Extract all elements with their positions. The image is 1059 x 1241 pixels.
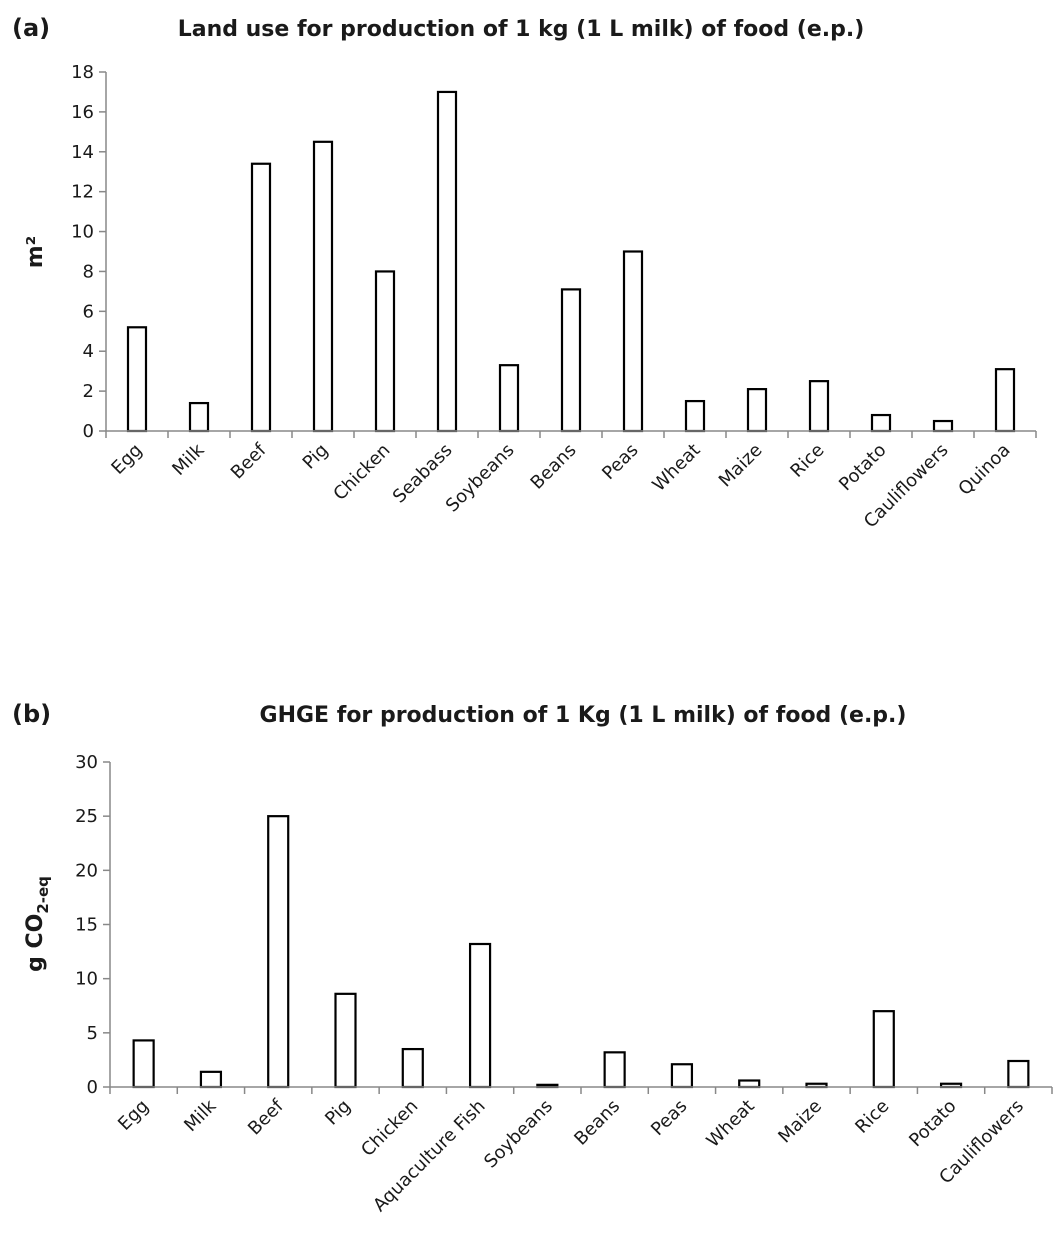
b-ytick-label-4: 20 <box>75 860 98 881</box>
a-ytick-label-1: 2 <box>83 381 94 402</box>
a-category-label-milk: Milk <box>168 439 209 480</box>
b-category-label-potato: Potato <box>905 1096 960 1151</box>
a-ytick-label-2: 4 <box>83 341 94 362</box>
a-category-label-wheat: Wheat <box>648 440 704 496</box>
b-category-label-egg: Egg <box>114 1096 153 1135</box>
b-category-label-beef: Beef <box>244 1095 288 1139</box>
b-bar-milk <box>199 1070 223 1089</box>
b-category-label-wheat: Wheat <box>703 1096 759 1152</box>
a-category-label-beans: Beans <box>527 440 581 494</box>
panel-a-axes <box>105 72 1036 432</box>
panel-b-y-axis-label: g CO2-eq <box>23 876 52 972</box>
a-bar-rice <box>808 380 830 433</box>
b-bar-peas <box>670 1063 694 1089</box>
b-ytick-label-1: 5 <box>87 1023 98 1044</box>
b-category-label-chicken: Chicken <box>357 1096 422 1161</box>
a-bar-peas <box>622 250 644 433</box>
panel-b-y-axis-label-subscript: 2-eq <box>34 876 52 914</box>
a-ytick-label-0: 0 <box>83 421 94 442</box>
b-category-label-peas: Peas <box>647 1096 691 1140</box>
panel-b-label: (b) <box>12 700 51 728</box>
b-category-label-milk: Milk <box>180 1095 221 1136</box>
b-bar-chicken <box>401 1047 424 1089</box>
a-bar-wheat <box>684 399 706 433</box>
a-category-label-maize: Maize <box>715 440 767 492</box>
a-bar-seabass <box>436 90 458 433</box>
panel-a-bars <box>126 90 1016 433</box>
a-category-label-rice: Rice <box>786 440 828 482</box>
panel-b-y-ticks: 0 5 10 15 20 25 30 <box>75 752 1053 1098</box>
b-bar-pig <box>334 992 357 1089</box>
b-ytick-label-0: 0 <box>87 1077 98 1098</box>
b-category-label-soybeans: Soybeans <box>480 1096 557 1173</box>
a-ytick-label-3: 6 <box>83 301 94 322</box>
b-bar-beef <box>267 815 290 1089</box>
a-bar-chicken <box>374 270 396 433</box>
a-bar-beans <box>560 288 582 433</box>
a-bar-egg <box>126 326 148 433</box>
panel-b-y-axis-label-main: g CO <box>23 914 48 972</box>
panel-a-y-axis-label: m² <box>23 236 48 269</box>
a-bar-soybeans <box>498 364 520 433</box>
b-bar-aquaculture-fish <box>468 942 492 1089</box>
a-bar-beef <box>250 162 272 433</box>
panel-a-y-ticks: 0 2 4 6 8 10 12 14 16 18 <box>71 62 1037 442</box>
b-ytick-label-3: 15 <box>75 915 98 936</box>
a-category-label-soybeans: Soybeans <box>442 440 519 517</box>
panel-a-title: Land use for production of 1 kg (1 L mil… <box>178 17 865 42</box>
b-bar-egg <box>132 1039 155 1089</box>
panel-b-title: GHGE for production of 1 Kg (1 L milk) o… <box>260 703 907 728</box>
b-category-label-aquaculture-fish: Aquaculture Fish <box>369 1096 489 1216</box>
b-category-label-pig: Pig <box>321 1096 355 1130</box>
a-ytick-label-6: 12 <box>71 182 94 203</box>
b-category-label-maize: Maize <box>774 1096 826 1148</box>
a-ytick-label-8: 16 <box>71 102 94 123</box>
b-bar-cauliflowers <box>1007 1059 1030 1089</box>
a-category-label-chicken: Chicken <box>329 440 394 505</box>
a-category-label-quinoa: Quinoa <box>954 440 1014 500</box>
b-bar-beans <box>603 1051 626 1089</box>
a-bar-potato <box>870 413 892 433</box>
b-category-label-rice: Rice <box>851 1096 893 1138</box>
a-bar-cauliflowers <box>932 419 954 433</box>
panel-b-bars <box>132 815 1030 1089</box>
b-ytick-label-5: 25 <box>75 806 98 827</box>
a-category-label-peas: Peas <box>598 440 642 484</box>
b-bar-wheat <box>738 1079 761 1089</box>
a-ytick-label-4: 8 <box>83 261 94 282</box>
a-bar-pig <box>312 140 334 433</box>
a-bar-milk <box>188 401 210 433</box>
chart-panel-b: (b) GHGE for production of 1 Kg (1 L mil… <box>12 700 1053 1216</box>
b-category-label-beans: Beans <box>570 1096 624 1150</box>
a-ytick-label-5: 10 <box>71 222 94 243</box>
a-ytick-label-9: 18 <box>71 62 94 83</box>
a-category-label-pig: Pig <box>299 440 333 474</box>
a-bar-quinoa <box>994 368 1016 433</box>
a-bar-maize <box>746 388 768 433</box>
a-category-label-egg: Egg <box>107 440 146 479</box>
chart-panel-a: (a) Land use for production of 1 kg (1 L… <box>12 14 1037 532</box>
b-bar-rice <box>872 1010 895 1089</box>
b-ytick-label-6: 30 <box>75 752 98 773</box>
a-category-label-potato: Potato <box>835 440 890 495</box>
b-ytick-label-2: 10 <box>75 969 98 990</box>
panel-b-axes <box>109 762 1052 1088</box>
a-category-label-beef: Beef <box>227 439 271 483</box>
a-ytick-label-7: 14 <box>71 142 94 163</box>
panel-a-label: (a) <box>12 14 50 42</box>
